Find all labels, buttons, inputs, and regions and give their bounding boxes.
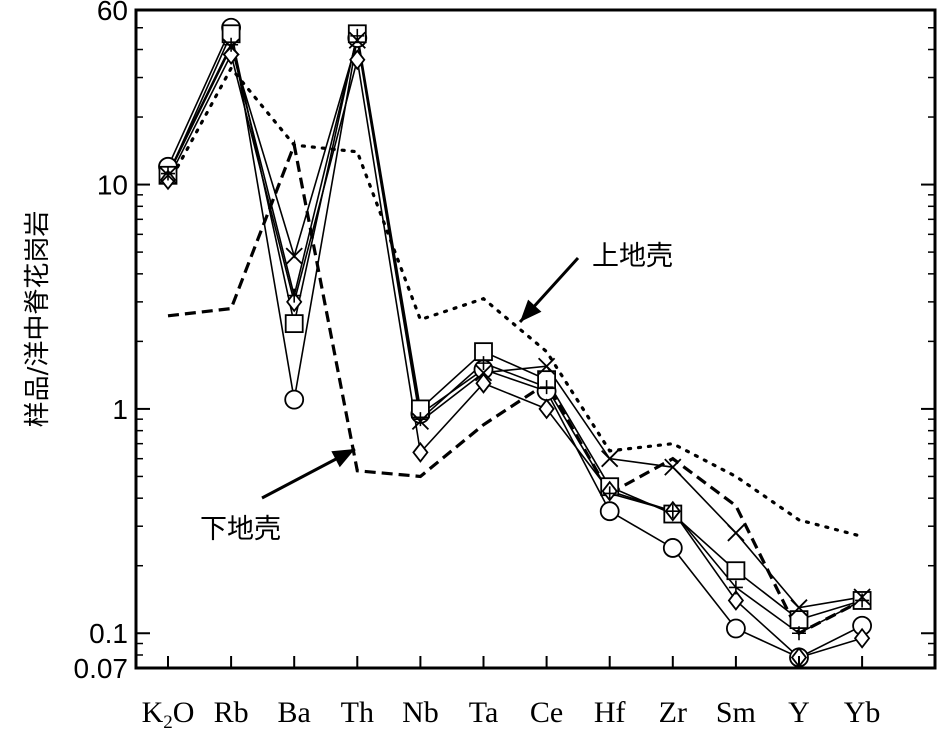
data-point-plus: [224, 37, 239, 52]
x-tick-label: Sm: [716, 696, 756, 729]
data-point-x: [474, 364, 493, 382]
data-point-plus: [413, 412, 428, 427]
x-tick-label: Ce: [530, 696, 563, 729]
y-tick-label: 0.07: [74, 653, 129, 684]
series-line-circle: [167, 25, 863, 659]
series-line-plus: [167, 35, 863, 635]
x-tick-label: Hf: [594, 696, 626, 729]
data-point-diamond: [475, 372, 492, 394]
data-point-plus: [161, 166, 175, 181]
x-tick-label: Ba: [278, 696, 311, 729]
reference-lines: [166, 65, 864, 636]
data-point-diamond: [727, 590, 745, 611]
series-markers: [158, 17, 872, 668]
data-point-x: [664, 458, 682, 476]
x-tick-label: K2O: [142, 696, 195, 731]
data-point-plus: [287, 288, 302, 303]
data-point-square: [284, 314, 304, 334]
data-point-circle: [662, 538, 683, 558]
plot-frame: [134, 8, 937, 670]
series-line-square: [167, 31, 863, 621]
upper-crust-line: [166, 65, 864, 539]
data-point-plus: [350, 28, 365, 43]
lower-crust-line: [167, 139, 863, 636]
data-point-x: [727, 524, 745, 542]
data-point-x: [537, 357, 556, 375]
data-point-plus: [728, 580, 743, 595]
series-line-x: [167, 39, 863, 609]
x-tick-label: Zr: [659, 696, 687, 729]
lower-crust-arrow-head: [331, 449, 355, 468]
y-tick-label: 10: [97, 170, 128, 201]
x-tick-label: Rb: [214, 696, 249, 729]
data-point-plus: [792, 626, 806, 641]
data-point-plus: [665, 504, 680, 519]
data-point-x: [285, 247, 303, 265]
data-point-circle: [599, 501, 620, 522]
axes: 60 10 1 0.1 0.07 K2O Rb Ba Th Nb Ta Ce Hf Zr Sm Y Yb 样品/洋…: [23, 0, 935, 731]
y-axis-label: 样品/洋中脊花岗岩: [23, 211, 53, 428]
data-point-diamond: [853, 627, 871, 649]
x-tick-label: Th: [341, 696, 374, 729]
x-tick-label: Nb: [402, 696, 439, 729]
series-lines: [167, 25, 863, 659]
data-point-diamond: [349, 49, 366, 71]
y-tick-label: 60: [97, 0, 128, 26]
data-point-plus: [539, 380, 554, 395]
upper-crust-label: 上地壳: [592, 241, 673, 272]
series-line-diamond: [167, 52, 863, 659]
data-point-diamond: [538, 398, 555, 420]
data-point-square: [726, 561, 746, 581]
data-point-x: [790, 599, 808, 617]
data-point-x: [601, 450, 619, 468]
lower-crust-label: 下地壳: [200, 514, 281, 545]
x-tick-label: Yb: [844, 696, 881, 729]
x-tick-label: Y: [788, 696, 810, 729]
data-point-plus: [855, 593, 870, 608]
data-point-diamond: [412, 441, 429, 463]
data-point-plus: [476, 356, 491, 371]
data-point-circle: [726, 618, 746, 639]
upper-crust-arrow-head: [520, 299, 542, 322]
x-tick-label: Ta: [469, 696, 499, 729]
data-point-plus: [602, 486, 617, 501]
y-tick-label: 0.1: [89, 618, 128, 649]
y-tick-label: 1: [112, 394, 128, 425]
data-point-circle: [284, 389, 305, 410]
